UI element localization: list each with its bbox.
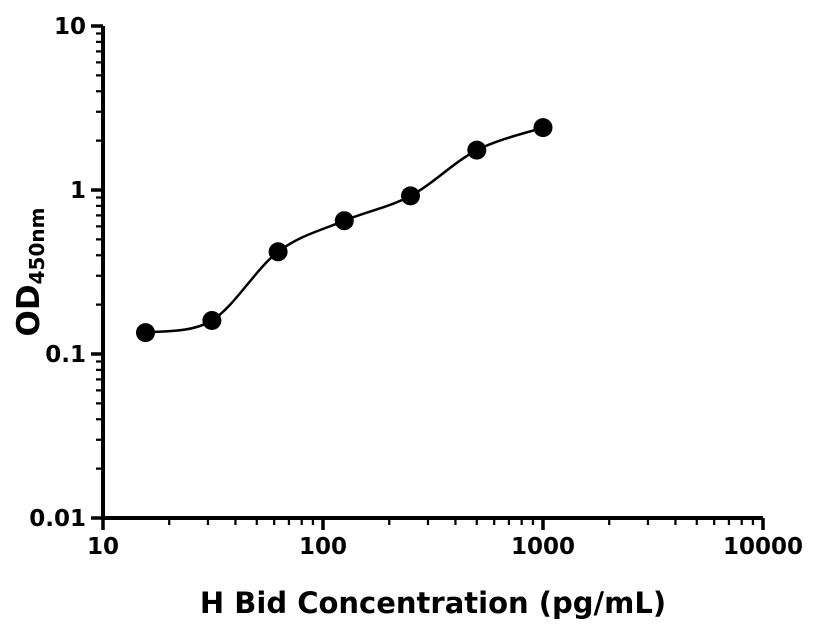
data-point [202,311,222,330]
y-tick-label: 10 [54,14,86,40]
x-tick-label: 100 [299,534,347,560]
y-axis-label: OD450nm [11,208,49,337]
y-axis-label-subscript: 450nm [25,207,49,285]
y-tick-label: 0.1 [45,342,86,368]
y-axis-label-main: OD [11,284,47,337]
y-tick-label: 0.01 [29,506,86,532]
y-tick-label: 1 [70,178,86,204]
data-point [401,186,420,206]
x-tick-label: 1000 [511,534,575,560]
data-point [136,323,155,343]
data-point [467,140,487,160]
data-point [268,242,288,262]
data-point [334,211,354,231]
x-tick-label: 10 [87,534,119,560]
x-axis-label: H Bid Concentration (pg/mL) [199,586,667,620]
x-tick-label: 10000 [723,534,803,560]
data-point [533,118,553,138]
axis-spines [101,26,763,520]
